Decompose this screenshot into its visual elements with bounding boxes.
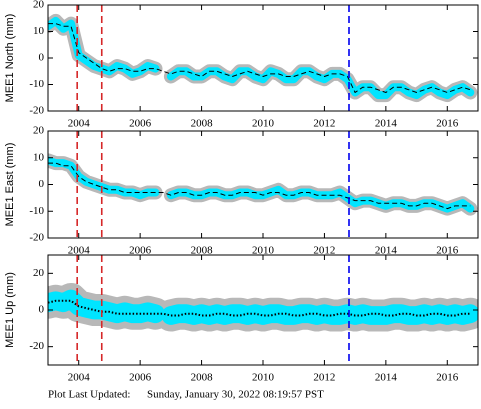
x-tick-label: 2010 [252, 245, 275, 257]
y-tick-label: 20 [33, 267, 45, 279]
x-tick-label: 2014 [375, 118, 398, 130]
y-tick-label: 10 [33, 151, 45, 163]
y-tick-label: -20 [29, 232, 44, 244]
x-tick-label: 2010 [252, 372, 275, 384]
x-tick-label: 2008 [191, 118, 214, 130]
footer-label: Plot Last Updated: [48, 389, 131, 401]
plot-area [48, 153, 478, 216]
y-tick-label: -10 [29, 205, 44, 217]
y-axis-label: MEE1 Up (mm) [4, 272, 16, 348]
x-tick-label: 2004 [68, 372, 91, 384]
x-tick-label: 2004 [68, 118, 91, 130]
x-tick-label: 2016 [436, 372, 459, 384]
y-tick-label: -20 [29, 340, 44, 352]
y-tick-label: 0 [39, 178, 45, 190]
x-tick-label: 2012 [313, 118, 335, 130]
x-tick-label: 2014 [375, 372, 398, 384]
plot-area [48, 13, 478, 103]
y-tick-label: 0 [39, 304, 45, 316]
x-tick-label: 2016 [436, 245, 459, 257]
y-tick-label: 20 [33, 0, 45, 11]
y-tick-label: 20 [33, 125, 45, 137]
footer-date: Sunday, January 30, 2022 08:19:57 PST [147, 389, 324, 401]
y-tick-label: 10 [33, 25, 45, 37]
model-line [48, 23, 471, 93]
y-axis-label: MEE1 North (mm) [4, 14, 16, 103]
x-tick-label: 2016 [436, 118, 459, 130]
model-line [48, 299, 471, 317]
x-tick-label: 2010 [252, 118, 275, 130]
x-tick-label: 2008 [191, 245, 214, 257]
data-band [48, 16, 475, 100]
x-tick-label: 2012 [313, 372, 335, 384]
y-axis-label: MEE1 East (mm) [4, 143, 16, 227]
y-tick-label: 0 [39, 52, 45, 64]
plot-area [48, 283, 478, 332]
x-tick-label: 2012 [313, 245, 335, 257]
x-tick-label: 2014 [375, 245, 398, 257]
y-tick-label: -20 [29, 105, 44, 117]
x-tick-label: 2004 [68, 245, 91, 257]
x-tick-label: 2006 [129, 372, 152, 384]
x-tick-label: 2006 [129, 245, 152, 257]
error-band [48, 13, 478, 103]
y-tick-label: -10 [29, 78, 44, 90]
x-tick-label: 2008 [191, 372, 214, 384]
x-tick-label: 2006 [129, 118, 152, 130]
